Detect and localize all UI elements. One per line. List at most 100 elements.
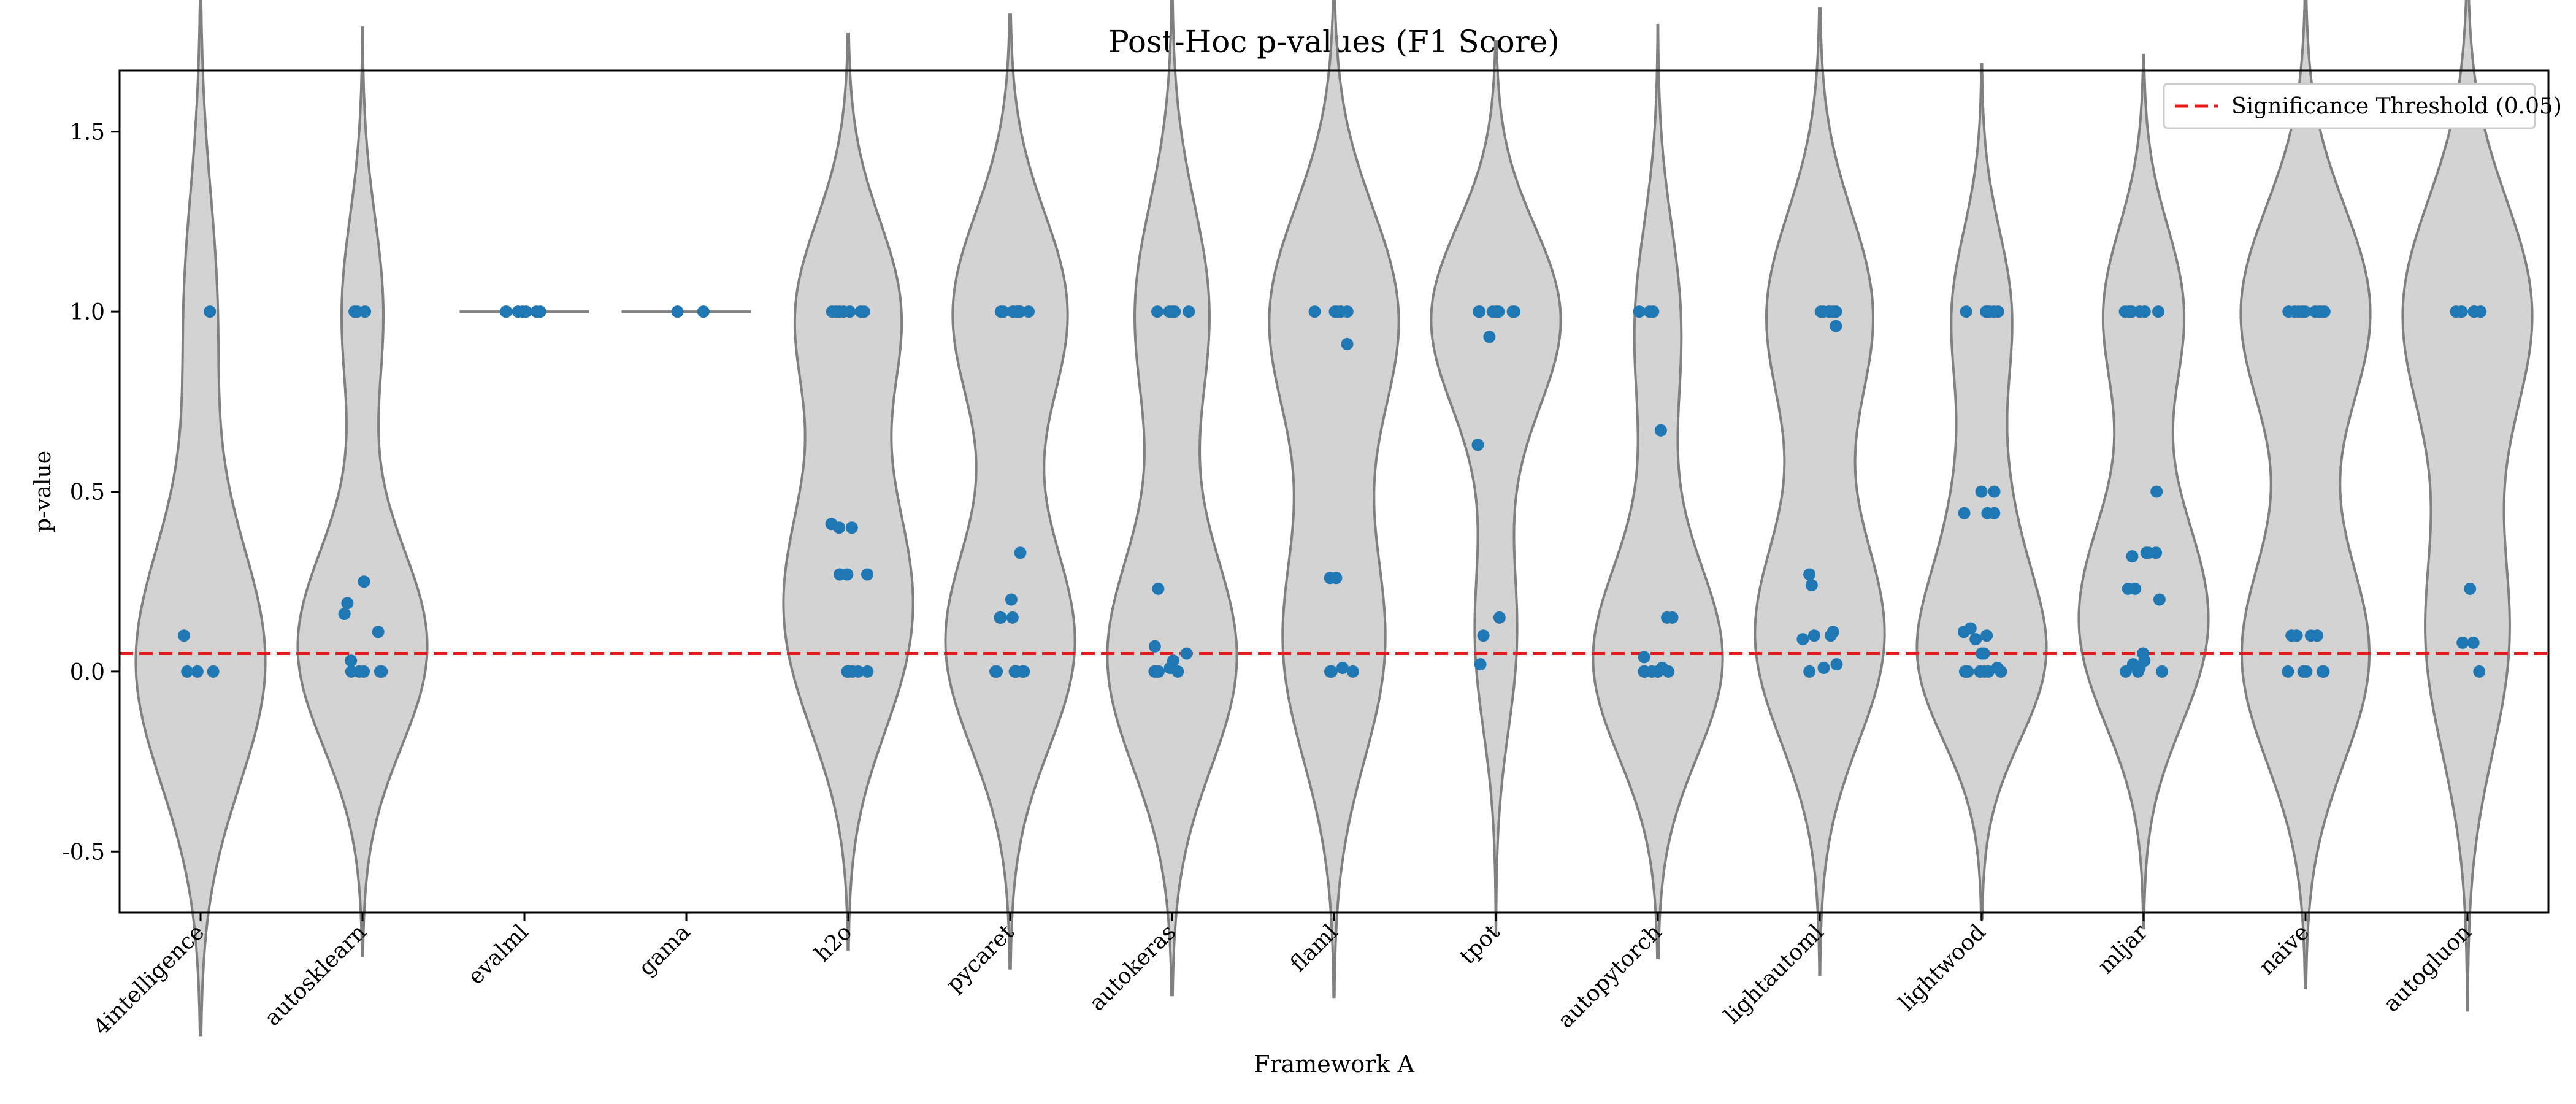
data-point bbox=[358, 665, 370, 678]
data-point bbox=[2467, 636, 2480, 649]
data-point bbox=[1486, 305, 1499, 318]
data-point bbox=[1022, 305, 1035, 318]
data-point bbox=[1803, 568, 1816, 581]
data-point bbox=[2119, 665, 2132, 678]
x-tick-label: autopytorch bbox=[1553, 919, 1666, 1033]
points bbox=[178, 305, 2487, 678]
violin bbox=[1268, 0, 1400, 999]
violin bbox=[1430, 40, 1562, 936]
data-point bbox=[1805, 579, 1818, 592]
y-tick-label: 0.0 bbox=[70, 660, 105, 685]
data-point bbox=[1152, 582, 1165, 595]
data-point bbox=[345, 654, 358, 667]
data-point bbox=[338, 608, 351, 620]
data-point bbox=[861, 665, 874, 678]
data-point bbox=[1483, 331, 1496, 343]
data-point bbox=[204, 305, 217, 318]
x-tick-label: lightwood bbox=[1894, 919, 1990, 1016]
data-point bbox=[989, 665, 1002, 678]
x-axis: 4intelligence autosklearn evalml gama h2o pyc… bbox=[89, 913, 2477, 1040]
data-point bbox=[2318, 305, 2331, 318]
violin bbox=[2401, 0, 2534, 1012]
data-point bbox=[1961, 665, 1974, 678]
x-tick-label: autosklearn bbox=[260, 919, 372, 1031]
data-point bbox=[1960, 305, 1972, 318]
data-point bbox=[2297, 665, 2310, 678]
data-point bbox=[671, 305, 684, 318]
data-point bbox=[2123, 305, 2136, 318]
data-point bbox=[1975, 485, 1988, 498]
x-tick-label: tpot bbox=[1455, 919, 1505, 969]
data-point bbox=[697, 305, 710, 318]
data-point bbox=[2129, 582, 2142, 595]
violin bbox=[1592, 24, 1724, 959]
data-point bbox=[841, 568, 854, 581]
violin bbox=[296, 26, 429, 957]
data-point bbox=[1471, 439, 1484, 451]
data-point bbox=[2317, 665, 2330, 678]
data-point bbox=[1807, 629, 1820, 642]
x-tick-label: autokeras bbox=[1084, 919, 1181, 1016]
y-axis: -0.5 0.0 0.5 1.0 1.5 bbox=[63, 120, 120, 865]
data-point bbox=[2299, 305, 2312, 318]
data-point bbox=[1308, 305, 1321, 318]
data-point bbox=[519, 305, 532, 318]
legend: Significance Threshold (0.05) bbox=[2163, 83, 2562, 129]
data-point bbox=[1969, 633, 1982, 646]
data-point bbox=[2474, 305, 2487, 318]
data-point bbox=[1980, 629, 1993, 642]
data-point bbox=[2288, 305, 2301, 318]
violins bbox=[134, 0, 2534, 1037]
legend-label: Significance Threshold (0.05) bbox=[2231, 94, 2562, 119]
data-point bbox=[1661, 611, 1674, 624]
data-point bbox=[1957, 626, 1970, 638]
data-point bbox=[1830, 320, 1842, 332]
data-point bbox=[1817, 662, 1830, 674]
x-tick-label: autogluon bbox=[2379, 919, 2477, 1017]
data-point bbox=[1473, 305, 1486, 318]
data-point bbox=[178, 629, 190, 642]
data-point bbox=[2126, 550, 2139, 563]
data-point bbox=[1662, 665, 1675, 678]
x-tick-label: pycaret bbox=[941, 919, 1019, 997]
x-tick-label: evalml bbox=[463, 919, 533, 989]
data-point bbox=[1346, 665, 1359, 678]
data-point bbox=[1824, 629, 1837, 642]
data-point bbox=[1336, 662, 1349, 674]
data-point bbox=[833, 521, 846, 534]
data-point bbox=[191, 665, 204, 678]
data-point bbox=[2150, 485, 2163, 498]
data-point bbox=[1180, 647, 1193, 660]
data-point bbox=[2282, 665, 2294, 678]
violin bbox=[1754, 7, 1886, 976]
data-point bbox=[181, 665, 194, 678]
x-tick-label: 4intelligence bbox=[89, 919, 210, 1040]
data-point bbox=[2473, 665, 2486, 678]
data-point bbox=[530, 305, 543, 318]
data-point bbox=[1633, 305, 1646, 318]
data-point bbox=[2304, 629, 2317, 642]
data-point bbox=[2285, 629, 2298, 642]
data-point bbox=[997, 305, 1010, 318]
data-point bbox=[1014, 546, 1027, 559]
data-point bbox=[1638, 651, 1650, 664]
data-point bbox=[846, 665, 859, 678]
data-point bbox=[1183, 305, 1195, 318]
data-point bbox=[1007, 305, 1020, 318]
y-tick-label: 1.0 bbox=[70, 300, 105, 325]
data-point bbox=[1325, 665, 1338, 678]
violin bbox=[944, 13, 1076, 970]
data-point bbox=[2456, 636, 2469, 649]
data-point bbox=[857, 305, 870, 318]
data-point bbox=[1638, 665, 1651, 678]
x-tick-label: gama bbox=[634, 919, 696, 981]
y-axis-label: p-value bbox=[31, 451, 56, 532]
data-point bbox=[499, 305, 512, 318]
data-point bbox=[1148, 640, 1161, 653]
data-point bbox=[1976, 647, 1988, 660]
violin bbox=[2239, 0, 2372, 989]
data-point bbox=[1651, 665, 1664, 678]
data-point bbox=[1163, 305, 1176, 318]
data-point bbox=[1803, 665, 1816, 678]
